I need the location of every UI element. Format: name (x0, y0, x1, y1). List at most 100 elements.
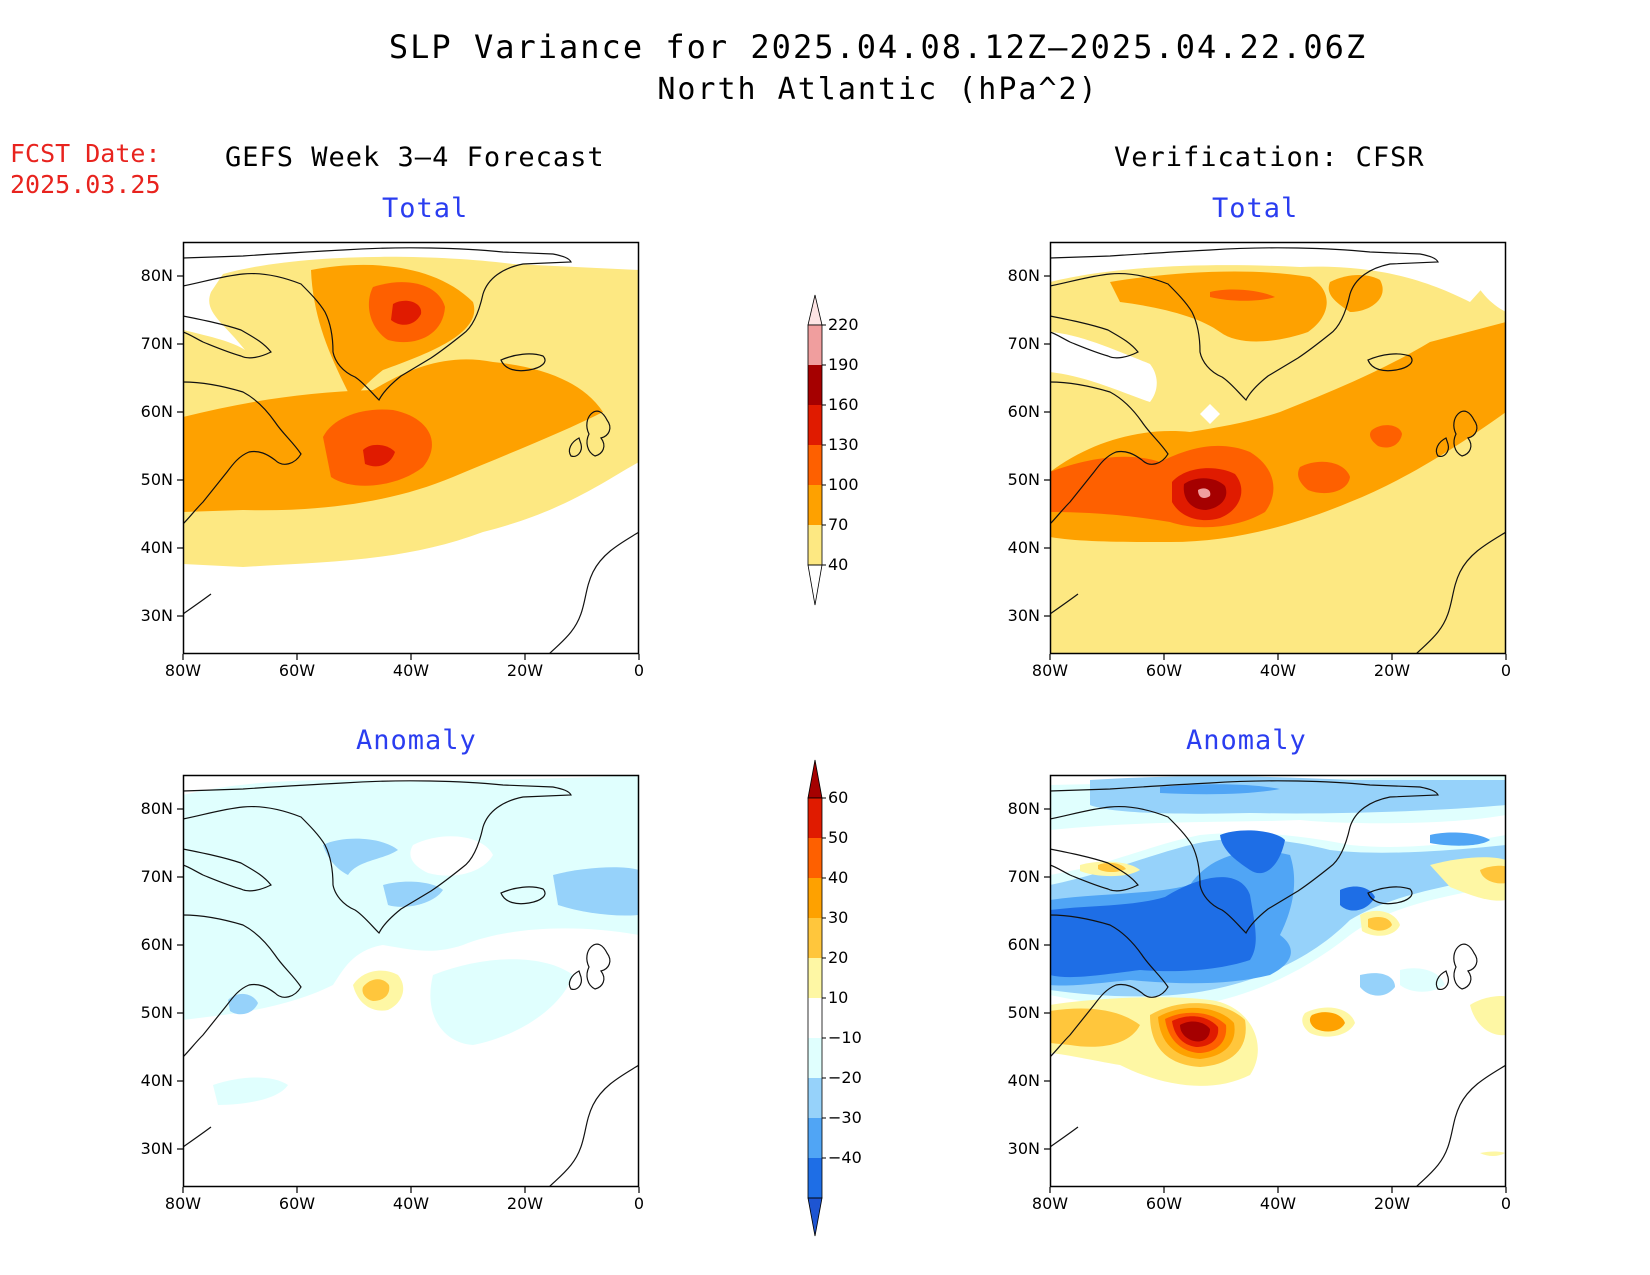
lat-label: 60N (1008, 402, 1040, 421)
lon-label: 80W (1032, 1194, 1068, 1213)
main-title: SLP Variance for 2025.04.08.12Z–2025.04.… (388, 28, 1368, 66)
colorbar-label: −40 (828, 1148, 862, 1167)
colorbar-label: 40 (828, 555, 848, 574)
lat-label: 30N (141, 606, 173, 625)
contour-70-north (1110, 271, 1327, 342)
colorbar-label: 60 (828, 788, 848, 807)
colorbar-swatch (808, 1078, 822, 1118)
lat-label: 70N (1008, 334, 1040, 353)
white-hole-1 (1050, 332, 1157, 402)
colorbar-label: 70 (828, 515, 848, 534)
colorbar-swatch (808, 1118, 822, 1158)
contour-neg20-d (228, 993, 258, 1015)
verification-column-header: Verification: CFSR (1114, 142, 1425, 173)
contour-10-right-b (1470, 995, 1506, 1036)
colorbar-swatch (808, 998, 822, 1038)
axis-labels: 80N 70N 60N 50N 40N 30N 80W 60W 40W 20W 0 (141, 799, 644, 1213)
contour-neg30-top (1160, 784, 1280, 795)
lon-label: 80W (1032, 661, 1068, 680)
lon-label: 0 (1501, 661, 1511, 680)
colorbar-swatch (808, 525, 822, 565)
lat-label: 80N (1008, 266, 1040, 285)
lon-label: 0 (634, 1194, 644, 1213)
contour-neg40-b (1220, 830, 1285, 874)
contour-neg20-right (1360, 973, 1395, 996)
panel-title-forecast-anomaly: Anomaly (356, 725, 477, 756)
coastlines (183, 780, 639, 1187)
colorbar-label: 160 (828, 395, 859, 414)
lon-label: 60W (1146, 1194, 1182, 1213)
colorbar-swatch (808, 1158, 822, 1198)
colorbar-label: 220 (828, 315, 859, 334)
colorbar-anomaly: 60 50 40 30 20 10 −10 −20 −30 −40 (807, 759, 862, 1237)
colorbar-swatch (808, 365, 822, 405)
colorbar-label: 130 (828, 435, 859, 454)
contour-100-d (1210, 289, 1275, 301)
contour-neg20-top (1090, 776, 1506, 814)
colorbar-swatch (808, 918, 822, 958)
colorbar-label: 30 (828, 908, 848, 927)
contour-30-c (1368, 917, 1392, 931)
forecast-column-header: GEFS Week 3–4 Forecast (225, 142, 605, 173)
white-hole-3 (1470, 262, 1506, 312)
contour-neg40-c (1340, 886, 1375, 911)
lat-label: 80N (1008, 799, 1040, 818)
lat-label: 30N (141, 1139, 173, 1158)
colorbar-swatch (808, 325, 822, 365)
colorbar-swatch (808, 838, 822, 878)
map-frame (1049, 774, 1507, 1188)
colorbar-label: 10 (828, 988, 848, 1007)
lon-label: 40W (1260, 661, 1296, 680)
colorbar-label: 190 (828, 355, 859, 374)
colorbar-swatch (808, 405, 822, 445)
contour-20-right (1480, 865, 1506, 884)
contour-70-north-2 (1328, 275, 1383, 312)
lat-label: 60N (141, 935, 173, 954)
lat-label: 40N (141, 1071, 173, 1090)
map-frame (1049, 241, 1507, 655)
lon-label: 0 (634, 661, 644, 680)
colorbar-label: 20 (828, 948, 848, 967)
lat-label: 40N (1008, 1071, 1040, 1090)
contour-neg20-a (323, 838, 398, 875)
contour-30 (362, 979, 390, 1001)
colorbar-total: 40 70 100 130 160 190 220 (807, 294, 859, 606)
lat-label: 30N (1008, 1139, 1040, 1158)
colorbar-arrow-top (807, 294, 823, 326)
panel-title-verification-total: Total (1212, 193, 1299, 224)
lon-label: 20W (507, 1194, 543, 1213)
contour-20-left (1050, 1008, 1140, 1047)
forecast-date-label: FCST Date: (10, 139, 161, 168)
contour-100-c (1370, 425, 1402, 448)
lat-label: 60N (141, 402, 173, 421)
lat-label: 40N (1008, 538, 1040, 557)
colorbar-arrow-top (807, 759, 823, 799)
lat-label: 60N (1008, 935, 1040, 954)
contour-neg40 (1050, 877, 1256, 978)
lon-label: 80W (165, 1194, 201, 1213)
subtitle: North Atlantic (hPa^2) (657, 72, 1099, 107)
colorbar-swatch (808, 878, 822, 918)
contour-neg10-c (213, 1077, 288, 1105)
contour-190 (1198, 488, 1211, 498)
lat-label: 40N (141, 538, 173, 557)
lon-label: 20W (507, 661, 543, 680)
lat-label: 50N (141, 1003, 173, 1022)
lat-label: 50N (1008, 470, 1040, 489)
colorbar-label: −10 (828, 1028, 862, 1047)
lat-label: 80N (141, 799, 173, 818)
lon-label: 0 (1501, 1194, 1511, 1213)
map-forecast-anomaly: 80N 70N 60N 50N 40N 30N 80W 60W 40W 20W 0 (141, 774, 644, 1213)
lat-label: 70N (141, 867, 173, 886)
lon-label: 40W (1260, 1194, 1296, 1213)
lon-label: 40W (393, 1194, 429, 1213)
lon-label: 80W (165, 661, 201, 680)
contour-130-south (363, 444, 395, 467)
coastlines (1050, 780, 1506, 1187)
map-forecast-total: 80N 70N 60N 50N 40N 30N 80W 60W 40W 20W 0 (141, 241, 644, 680)
lat-label: 70N (1008, 867, 1040, 886)
forecast-date-value: 2025.03.25 (10, 170, 161, 199)
lon-label: 20W (1374, 661, 1410, 680)
lon-label: 60W (279, 661, 315, 680)
contour-neg20-b (1430, 832, 1490, 846)
